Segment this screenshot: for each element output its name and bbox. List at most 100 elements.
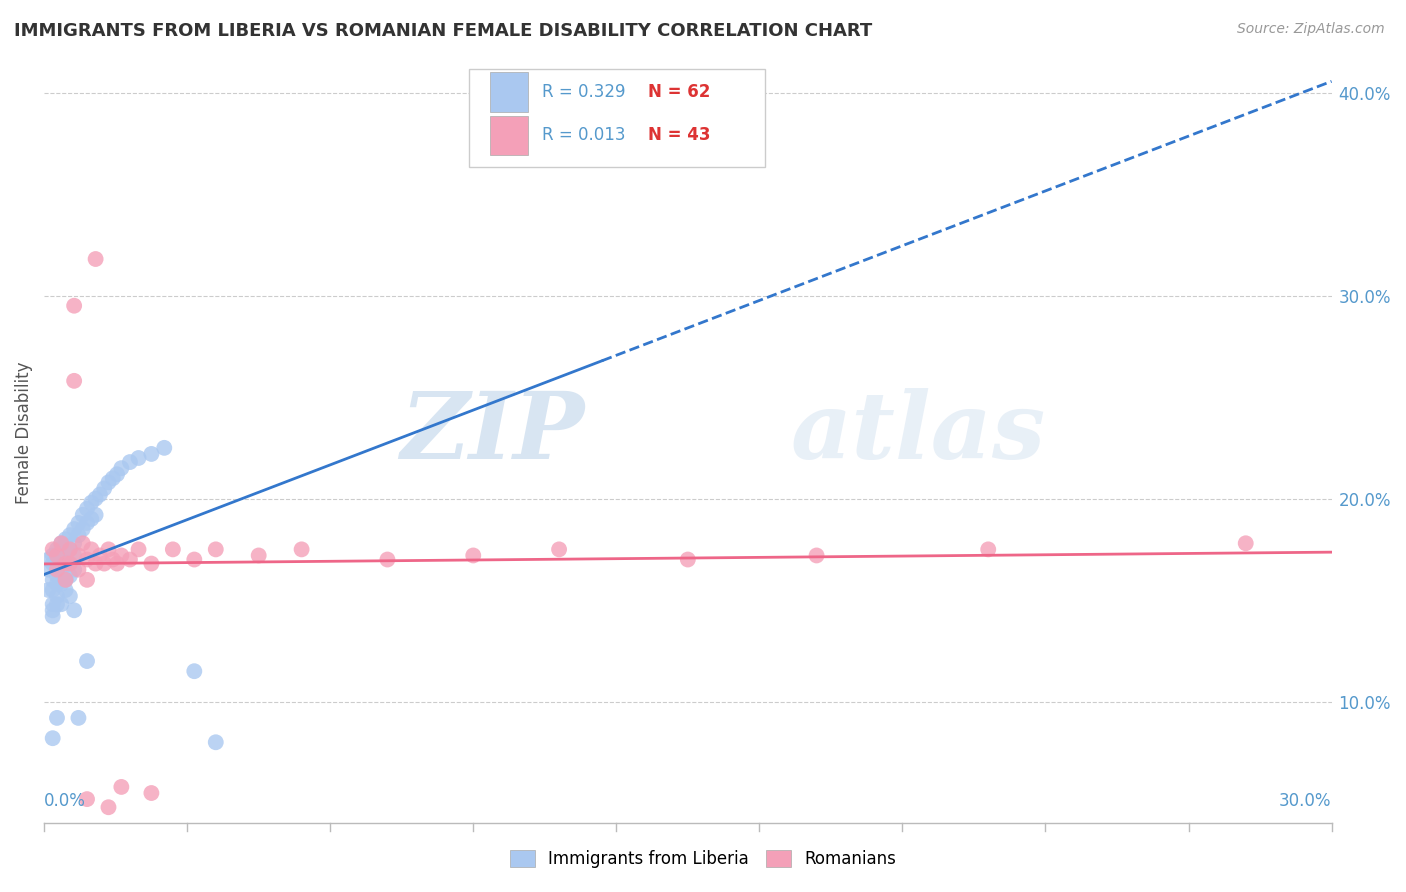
Point	[183, 552, 205, 566]
Point	[46, 542, 69, 557]
Point	[141, 786, 163, 800]
Point	[72, 522, 94, 536]
Point	[93, 557, 115, 571]
FancyBboxPatch shape	[489, 116, 529, 154]
Text: N = 43: N = 43	[648, 126, 710, 145]
Point	[1234, 536, 1257, 550]
Point	[377, 552, 399, 566]
Point	[59, 589, 82, 603]
Point	[67, 516, 90, 530]
Text: 30.0%: 30.0%	[1279, 792, 1331, 810]
Point	[41, 609, 63, 624]
Point	[51, 563, 73, 577]
Point	[76, 573, 98, 587]
Point	[51, 597, 73, 611]
FancyBboxPatch shape	[470, 69, 765, 167]
Point	[59, 568, 82, 582]
Point	[59, 542, 82, 557]
Point	[51, 577, 73, 591]
Point	[97, 475, 120, 490]
Point	[67, 563, 90, 577]
Point	[105, 557, 128, 571]
Point	[676, 552, 699, 566]
Point	[291, 542, 314, 557]
Point	[37, 582, 59, 597]
Point	[84, 557, 107, 571]
Legend: Immigrants from Liberia, Romanians: Immigrants from Liberia, Romanians	[503, 843, 903, 875]
Point	[110, 461, 132, 475]
Point	[183, 664, 205, 678]
Point	[46, 568, 69, 582]
Point	[76, 654, 98, 668]
Point	[80, 512, 103, 526]
Point	[41, 603, 63, 617]
Point	[84, 252, 107, 266]
Point	[67, 549, 90, 563]
Point	[128, 450, 150, 465]
Point	[76, 516, 98, 530]
Point	[548, 542, 571, 557]
Text: atlas: atlas	[790, 388, 1046, 477]
Point	[110, 549, 132, 563]
Point	[204, 542, 226, 557]
Point	[46, 597, 69, 611]
Point	[63, 549, 86, 563]
Point	[141, 557, 163, 571]
Y-axis label: Female Disability: Female Disability	[15, 361, 32, 504]
Point	[55, 533, 77, 547]
Point	[977, 542, 1000, 557]
Point	[55, 542, 77, 557]
Point	[105, 467, 128, 482]
Point	[76, 501, 98, 516]
Point	[101, 552, 124, 566]
Point	[247, 549, 270, 563]
Point	[89, 549, 111, 563]
Point	[41, 542, 63, 557]
Point	[46, 557, 69, 571]
Text: R = 0.013: R = 0.013	[543, 126, 626, 145]
Point	[141, 447, 163, 461]
Point	[67, 711, 90, 725]
Point	[59, 528, 82, 542]
Point	[41, 731, 63, 746]
Point	[51, 536, 73, 550]
Point	[55, 573, 77, 587]
Point	[55, 557, 77, 571]
Point	[41, 573, 63, 587]
Text: N = 62: N = 62	[648, 83, 710, 101]
Point	[97, 800, 120, 814]
Point	[46, 711, 69, 725]
Point	[67, 528, 90, 542]
Point	[41, 582, 63, 597]
Point	[41, 557, 63, 571]
Point	[63, 522, 86, 536]
Text: IMMIGRANTS FROM LIBERIA VS ROMANIAN FEMALE DISABILITY CORRELATION CHART: IMMIGRANTS FROM LIBERIA VS ROMANIAN FEMA…	[14, 22, 872, 40]
Point	[84, 491, 107, 506]
Point	[162, 542, 184, 557]
Point	[463, 549, 485, 563]
Point	[76, 552, 98, 566]
Point	[93, 482, 115, 496]
Point	[72, 508, 94, 522]
Point	[128, 542, 150, 557]
Point	[55, 573, 77, 587]
Text: Source: ZipAtlas.com: Source: ZipAtlas.com	[1237, 22, 1385, 37]
Point	[63, 603, 86, 617]
FancyBboxPatch shape	[489, 72, 529, 112]
Point	[118, 552, 141, 566]
Point	[153, 441, 176, 455]
Point	[63, 299, 86, 313]
Point	[41, 549, 63, 563]
Point	[80, 496, 103, 510]
Point	[76, 792, 98, 806]
Point	[63, 563, 86, 577]
Point	[118, 455, 141, 469]
Text: 0.0%: 0.0%	[44, 792, 86, 810]
Point	[59, 542, 82, 557]
Point	[46, 549, 69, 563]
Point	[55, 557, 77, 571]
Point	[55, 582, 77, 597]
Point	[46, 589, 69, 603]
Text: R = 0.329: R = 0.329	[543, 83, 626, 101]
Point	[80, 542, 103, 557]
